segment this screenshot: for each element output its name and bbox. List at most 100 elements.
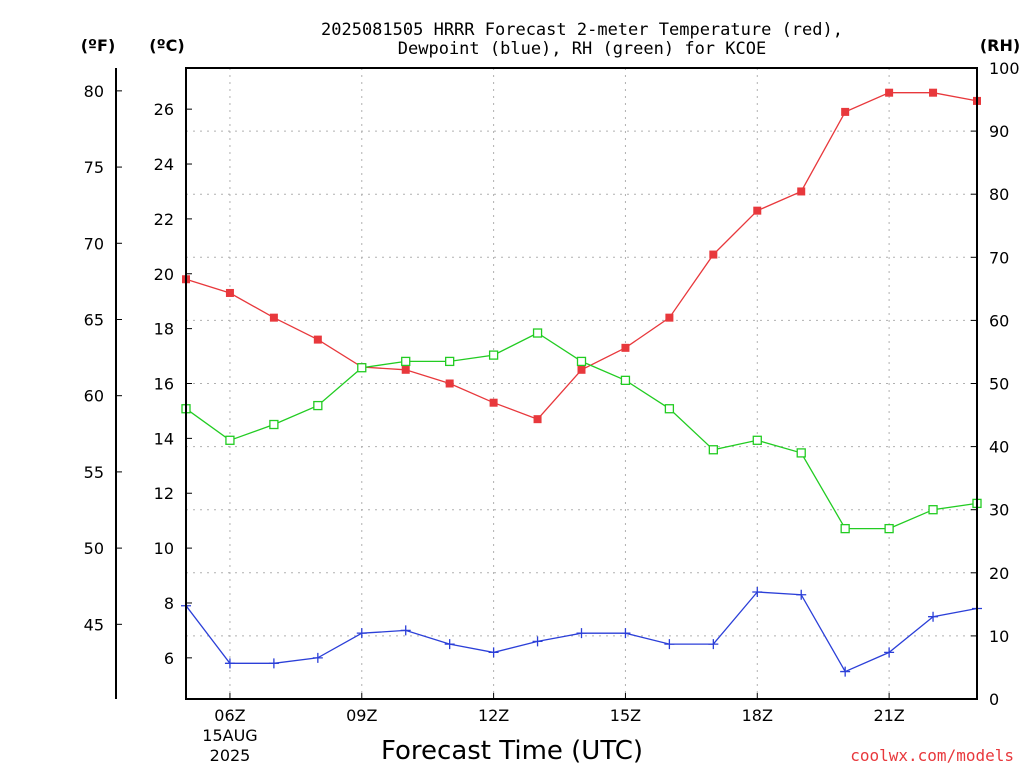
temperature-point xyxy=(577,365,586,374)
plot-frame xyxy=(185,67,978,700)
celsius-axis: 6 8 10 12 14 16 18 20 22 24 26 xyxy=(154,100,192,668)
x-tick-label: 15Z xyxy=(610,706,641,725)
dewpoint-point xyxy=(356,628,367,639)
dewpoint-point xyxy=(840,666,851,677)
rh-tick-label: 10 xyxy=(989,627,1009,646)
relative_humidity-point xyxy=(488,350,499,360)
relative_humidity-series xyxy=(181,328,982,534)
fahrenheit-tick-label: 70 xyxy=(84,234,104,253)
temperature-point xyxy=(225,288,234,297)
relative_humidity-point xyxy=(313,400,323,411)
dewpoint-point xyxy=(576,628,587,639)
date-label-day: 15AUG xyxy=(202,726,257,745)
fahrenheit-axis: 45 50 55 60 65 70 75 80 xyxy=(84,68,122,699)
relative_humidity-point xyxy=(664,404,675,414)
celsius-tick-label: 18 xyxy=(154,320,174,339)
celsius-tick-label: 6 xyxy=(164,649,174,668)
relative_humidity-point xyxy=(445,356,455,367)
rh-tick-label: 90 xyxy=(989,122,1009,141)
relative_humidity-point xyxy=(840,523,850,534)
x-tick-label: 18Z xyxy=(742,706,773,725)
fahrenheit-tick-label: 50 xyxy=(84,539,104,558)
dewpoint-point xyxy=(488,647,499,658)
date-label-year: 2025 xyxy=(210,746,251,765)
relative_humidity-point xyxy=(269,419,279,430)
temperature-point xyxy=(269,313,278,322)
x-tick-label: 21Z xyxy=(873,706,904,725)
fahrenheit-tick-label: 65 xyxy=(84,310,104,329)
x-tick-label: 06Z xyxy=(214,706,245,725)
relative_humidity-point xyxy=(752,435,762,445)
x-tick-label: 09Z xyxy=(346,706,377,725)
celsius-tick-label: 22 xyxy=(154,210,174,229)
celsius-unit-label: (ºC) xyxy=(149,36,184,55)
relative_humidity-point xyxy=(357,363,367,373)
relative_humidity-point xyxy=(401,356,411,367)
temperature-point xyxy=(489,398,498,407)
temperature-point xyxy=(621,343,630,352)
celsius-tick-label: 20 xyxy=(154,265,174,284)
rh-tick-label: 100 xyxy=(989,59,1020,78)
celsius-tick-label: 14 xyxy=(154,429,174,448)
temperature-point xyxy=(665,313,674,322)
x-axis: 06Z 09Z 12Z 15Z 18Z 21Z xyxy=(214,693,905,725)
dewpoint-point xyxy=(928,611,939,622)
x-axis-title: Forecast Time (UTC) xyxy=(381,736,643,766)
fahrenheit-tick-label: 45 xyxy=(84,615,104,634)
celsius-tick-label: 8 xyxy=(164,594,174,613)
fahrenheit-tick-label: 55 xyxy=(84,463,104,482)
rh-tick-label: 80 xyxy=(989,185,1009,204)
rh-tick-label: 30 xyxy=(989,501,1009,520)
rh-tick-label: 0 xyxy=(989,690,999,709)
temperature-point xyxy=(753,206,762,215)
credit-label: coolwx.com/models xyxy=(850,746,1014,765)
temperature-point xyxy=(797,187,806,196)
dewpoint-point xyxy=(752,587,763,598)
dewpoint-point xyxy=(884,647,895,658)
fahrenheit-tick-label: 80 xyxy=(84,82,104,101)
temperature-point xyxy=(313,335,322,344)
temperature-series xyxy=(182,88,981,424)
relative_humidity-point xyxy=(884,523,894,534)
relative_humidity-point xyxy=(532,328,543,338)
relative_humidity-point xyxy=(708,445,718,455)
fahrenheit-tick-label: 60 xyxy=(84,387,104,406)
rh-unit-label: (RH) xyxy=(980,36,1020,55)
celsius-tick-label: 12 xyxy=(154,484,174,503)
dewpoint-point xyxy=(268,658,279,669)
rh-axis: 0 10 20 30 40 50 60 70 80 90 100 xyxy=(971,59,1020,709)
celsius-tick-label: 26 xyxy=(154,100,174,119)
dewpoint-point xyxy=(708,639,719,650)
temperature-point xyxy=(445,379,454,388)
rh-tick-label: 70 xyxy=(989,248,1009,267)
chart-title-line-1: 2025081505 HRRR Forecast 2-meter Tempera… xyxy=(321,20,843,40)
series-layer xyxy=(181,88,982,677)
celsius-tick-label: 10 xyxy=(154,539,174,558)
celsius-tick-label: 24 xyxy=(154,155,174,174)
x-tick-label: 12Z xyxy=(478,706,509,725)
dewpoint-point xyxy=(796,589,807,600)
fahrenheit-tick-label: 75 xyxy=(84,158,104,177)
relative_humidity-point xyxy=(576,356,587,367)
chart-title-line-2: Dewpoint (blue), RH (green) for KCOE xyxy=(398,39,766,59)
relative_humidity-point xyxy=(620,375,631,385)
relative_humidity-point xyxy=(225,435,235,445)
dewpoint-point xyxy=(532,636,543,647)
fahrenheit-unit-label: (ºF) xyxy=(81,36,116,55)
celsius-tick-label: 16 xyxy=(154,375,174,394)
dewpoint-point xyxy=(224,658,235,669)
relative_humidity-point xyxy=(928,505,938,515)
rh-tick-label: 60 xyxy=(989,311,1009,330)
dewpoint-series xyxy=(181,587,982,677)
dewpoint-point xyxy=(312,652,323,663)
temperature-point xyxy=(401,365,410,374)
dewpoint-point xyxy=(400,625,411,636)
temperature-point xyxy=(709,250,718,259)
temperature-point xyxy=(929,88,938,97)
dewpoint-point xyxy=(620,628,631,639)
dewpoint-point xyxy=(664,639,675,650)
rh-tick-label: 40 xyxy=(989,438,1009,457)
temperature-point xyxy=(885,88,894,97)
temperature-point xyxy=(841,107,850,116)
rh-tick-label: 50 xyxy=(989,375,1009,394)
